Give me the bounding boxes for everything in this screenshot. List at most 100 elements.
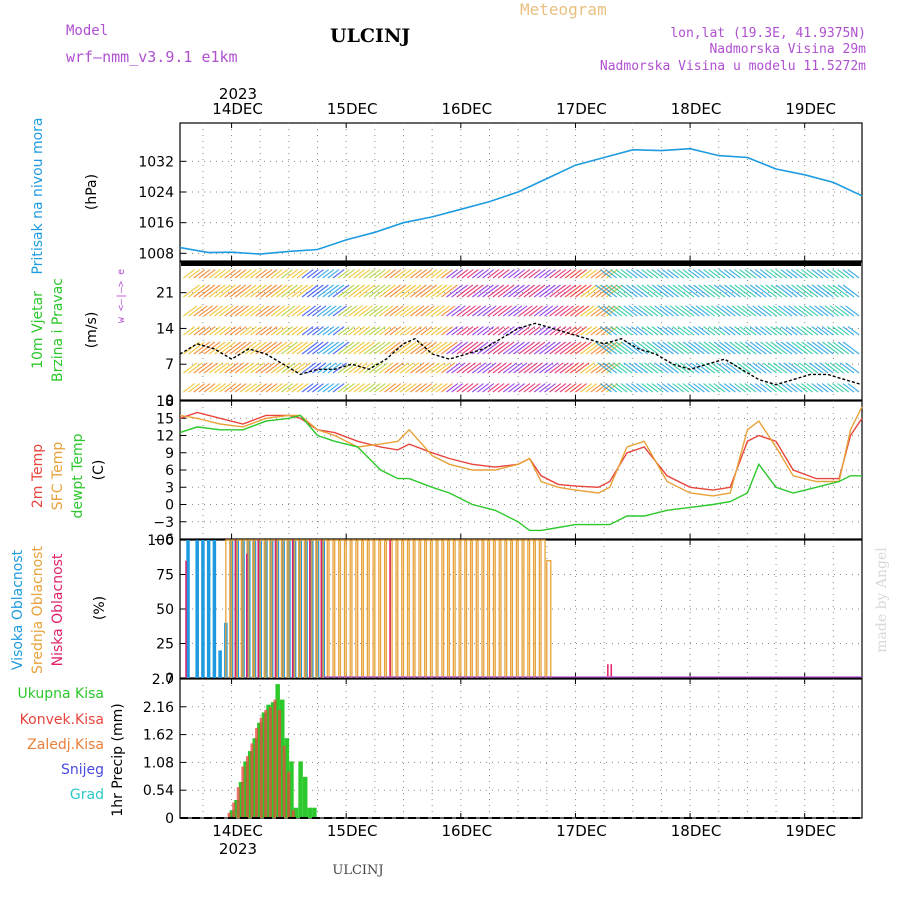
wind-barb: [430, 326, 443, 336]
wind-barb: [698, 383, 710, 393]
wind-barb: [518, 305, 533, 317]
wind-barb: [528, 341, 546, 355]
wind-barb: [255, 305, 270, 317]
wind-barb: [767, 305, 783, 317]
wind-barb: [502, 326, 515, 336]
wind-barb: [394, 383, 407, 393]
wind-barb: [518, 269, 531, 279]
wind-barb: [291, 305, 306, 317]
wind-barb: [607, 305, 623, 317]
wind-barb: [291, 341, 309, 355]
wind-barb: [260, 326, 273, 336]
y-tick-label: 0.54: [143, 783, 174, 799]
wind-barb: [703, 269, 716, 279]
wind-barb: [677, 341, 695, 355]
wind-barb: [358, 362, 373, 374]
wind-barb: [456, 341, 474, 355]
wind-barb: [296, 383, 309, 393]
wind-barb: [482, 269, 495, 279]
wind-barb: [819, 305, 834, 317]
wind-barb: [729, 284, 746, 298]
wind-barb: [554, 269, 567, 279]
y-tick-label: 100: [147, 533, 174, 549]
high-cloud-bar: [201, 540, 205, 678]
wind-barb: [482, 284, 499, 298]
mid-cloud-bar: [483, 539, 489, 678]
wind-barb: [255, 269, 268, 279]
wind-barb: [358, 383, 371, 393]
mid-cloud-bar: [506, 539, 512, 678]
y-tick-label: 9: [165, 446, 174, 462]
wind-barb: [651, 269, 664, 279]
wind-barb: [343, 341, 360, 355]
wind-top-band: [181, 262, 861, 266]
wind-barb: [580, 326, 593, 336]
wind-barb: [783, 362, 798, 374]
y-tick-label: 21: [156, 286, 174, 302]
wind-barb: [641, 284, 659, 298]
wind-barb: [791, 341, 808, 355]
wind-barb: [698, 326, 710, 336]
wind-barb: [368, 284, 386, 298]
wind-barb: [219, 305, 234, 317]
wind-barb: [404, 305, 420, 317]
wind-barb: [394, 326, 407, 336]
wind-barb: [224, 284, 242, 298]
wind-barb: [425, 269, 438, 279]
conv-precip-bar: [282, 745, 286, 818]
wind-barb: [379, 341, 396, 355]
wind-barb: [446, 383, 459, 393]
station-title: ULCINJ: [330, 25, 410, 47]
wind-barb: [301, 305, 317, 317]
wind-barb: [680, 305, 695, 317]
wind-barb: [803, 362, 819, 374]
wind-barb: [533, 326, 546, 336]
bottom-day-label: 14DEC: [212, 822, 263, 840]
wind-barb: [275, 284, 293, 298]
wind-barb: [451, 269, 464, 279]
wind-barb: [275, 305, 291, 317]
wind-barb: [239, 269, 252, 279]
wind-barb: [533, 305, 549, 317]
top-day-label: 14DEC: [212, 100, 263, 118]
conv-precip-bar: [273, 699, 277, 818]
wind-barb: [183, 284, 200, 298]
wind-barb: [564, 383, 577, 393]
wind-barb: [193, 269, 206, 279]
wind-ylabel-1: 10m Vjetar: [30, 291, 46, 369]
wind-barb: [487, 362, 502, 374]
wind-barb: [811, 284, 829, 298]
wind-barb: [816, 326, 829, 336]
mid-cloud-bar: [500, 539, 506, 678]
wind-barb: [441, 305, 456, 317]
wind-barb: [615, 383, 628, 393]
low-cloud-bar: [185, 560, 187, 678]
wind-barb: [575, 269, 587, 279]
wind-barb: [620, 383, 633, 393]
conv-precip-bar: [236, 787, 240, 818]
wind-barb: [580, 284, 597, 298]
wind-barb: [528, 326, 541, 336]
product-title: Meteogram: [520, 0, 607, 19]
wind-barb: [837, 284, 855, 298]
y-tick-label: 0: [165, 498, 174, 514]
wind-barb: [301, 269, 314, 279]
low-cloud-bar: [309, 540, 311, 678]
wind-barb: [497, 284, 515, 298]
mid-cloud-bar: [517, 539, 523, 678]
mid-cloud-bar: [391, 539, 397, 678]
wind-barb: [837, 269, 850, 279]
wind-barb: [641, 269, 654, 279]
top-year-label: 2023: [219, 85, 257, 103]
wind-barb: [728, 326, 741, 336]
wind-barb: [337, 305, 353, 317]
low-cloud-bar: [291, 540, 294, 678]
wind-barb: [513, 269, 526, 279]
wind-barb: [600, 341, 618, 355]
wind-barb: [368, 362, 384, 374]
wind-barb: [214, 362, 229, 374]
wind-barb: [306, 284, 324, 298]
total-precip-bar: [229, 810, 235, 818]
low-cloud-label: Niska Oblacnost: [50, 553, 66, 666]
high-cloud-bar: [195, 540, 199, 678]
